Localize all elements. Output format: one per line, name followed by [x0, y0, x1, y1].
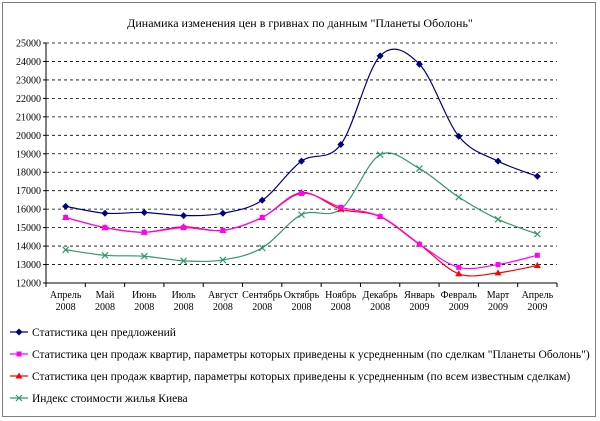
data-point	[456, 264, 462, 270]
series-3	[62, 189, 541, 277]
x-tick-label: Май 2008	[95, 290, 115, 313]
data-point	[494, 269, 502, 276]
data-point	[533, 261, 541, 268]
data-point	[101, 209, 109, 217]
y-tick-label: 19000	[16, 149, 41, 160]
legend-label: Статистика цен продаж квартир, параметры…	[32, 371, 570, 383]
data-point	[299, 190, 304, 196]
legend: Статистика цен предложений Статистика цен…	[10, 327, 590, 405]
legend-item: Статистика цен продаж квартир, параметры…	[10, 349, 590, 361]
data-point	[101, 251, 109, 259]
y-tick-label: 18000	[16, 168, 41, 179]
x-tick-label: Август 2008	[208, 290, 238, 313]
x-tick-label: Март 2009	[487, 290, 510, 313]
data-point	[415, 60, 423, 68]
x-tick-label: Апрель 2008	[50, 290, 82, 313]
data-point	[455, 270, 463, 277]
data-point	[258, 244, 266, 252]
legend-label: Статистика цен продаж квартир, параметры…	[32, 349, 590, 361]
y-tick-label: 21000	[16, 112, 41, 123]
data-point	[376, 151, 384, 159]
data-point	[220, 227, 226, 233]
data-point	[62, 246, 70, 254]
legend-marker	[15, 372, 23, 379]
data-point	[180, 257, 188, 265]
x-tick-label: Декабрь 2008	[363, 290, 399, 313]
data-point	[533, 230, 541, 238]
plot-area	[62, 48, 541, 277]
data-point	[181, 225, 187, 231]
data-point	[415, 165, 423, 172]
data-point	[219, 256, 227, 264]
data-point	[63, 214, 69, 220]
data-point	[141, 229, 147, 235]
legend-label: Индекс стоимости жилья Киева	[32, 393, 188, 405]
x-tick-label: Январь 2009	[404, 290, 435, 313]
data-point	[455, 132, 463, 140]
data-point	[140, 208, 148, 216]
data-point	[495, 262, 501, 268]
x-tick-label: Апрель 2009	[522, 290, 554, 313]
data-point	[258, 196, 266, 204]
x-tick-label: Сентябрь 2008	[242, 290, 283, 313]
chart-title: Динамика изменения цен в гривнах по данн…	[127, 16, 473, 30]
y-tick-label: 22000	[16, 94, 41, 105]
data-point	[298, 157, 305, 165]
series-line	[65, 152, 538, 263]
legend-marker	[15, 328, 23, 336]
series-4	[62, 151, 541, 265]
legend-marker	[16, 351, 22, 357]
data-point	[259, 214, 265, 220]
data-point	[416, 241, 422, 247]
y-tick-label: 15000	[16, 223, 41, 234]
data-point	[533, 172, 541, 180]
y-axis: 12000 13000 14000 15000 16000 17000 18000 19000…	[16, 39, 47, 290]
x-tick-label: Июнь 2008	[132, 290, 157, 313]
data-point	[219, 209, 227, 217]
y-tick-label: 17000	[16, 186, 41, 197]
data-point	[376, 52, 384, 60]
series-1	[62, 48, 541, 220]
legend-marker	[15, 394, 23, 402]
data-point	[298, 211, 305, 219]
y-tick-label: 14000	[16, 242, 41, 253]
data-point	[338, 204, 344, 210]
legend-item: Статистика цен продаж квартир, параметры…	[10, 371, 570, 383]
x-tick-label: Февраль 2009	[441, 290, 478, 313]
y-tick-label: 23000	[16, 75, 41, 86]
y-tick-label: 20000	[16, 131, 41, 142]
y-tick-label: 13000	[16, 260, 41, 271]
series-line	[65, 191, 538, 277]
series-2	[63, 190, 540, 270]
legend-item: Индекс стоимости жилья Киева	[10, 393, 188, 405]
x-axis: Апрель 2008 Май 2008 Июнь 2008 Июль 2008 Август 2…	[45, 282, 558, 313]
series-line	[65, 192, 538, 270]
y-tick-label: 24000	[16, 57, 41, 68]
x-tick-label: Ноябрь 2008	[325, 290, 357, 313]
y-tick-label: 12000	[16, 279, 41, 290]
x-tick-label: Июль 2008	[172, 290, 196, 313]
data-point	[494, 215, 502, 223]
data-point	[337, 141, 345, 149]
y-tick-label: 25000	[16, 39, 41, 50]
data-point	[180, 212, 188, 220]
legend-label: Статистика цен предложений	[32, 327, 176, 339]
legend-item: Статистика цен предложений	[10, 327, 176, 339]
data-point	[102, 225, 108, 231]
data-point	[534, 252, 540, 258]
x-tick-label: Октябрь 2008	[284, 290, 320, 313]
grid	[46, 42, 557, 265]
data-point	[455, 193, 463, 201]
data-point	[140, 252, 148, 260]
data-point	[62, 202, 70, 210]
y-tick-label: 16000	[16, 205, 41, 216]
data-point	[494, 157, 502, 165]
data-point	[377, 214, 383, 220]
